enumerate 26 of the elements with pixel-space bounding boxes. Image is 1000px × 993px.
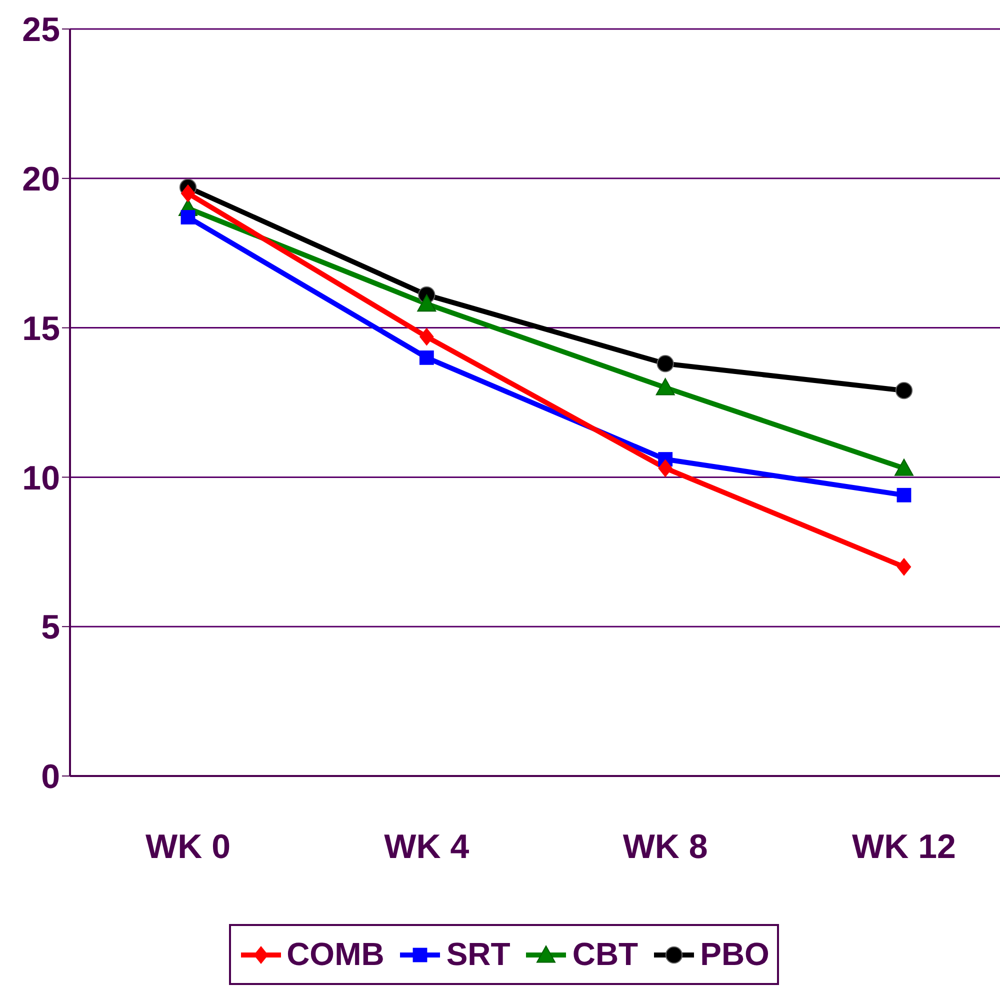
x-tick-label: WK 12 (852, 828, 956, 866)
point (419, 350, 434, 365)
point (896, 488, 912, 502)
point (180, 210, 196, 224)
x-tick-label: WK 8 (622, 828, 708, 866)
y-tick-label: 15 (22, 310, 60, 348)
x-tick-label: WK 0 (146, 828, 230, 866)
y-tick-label: 25 (22, 11, 60, 50)
point (417, 294, 436, 312)
y-tick-label: 20 (22, 160, 60, 198)
y-tick-label: 0 (41, 758, 60, 796)
legend-label: PBO (700, 936, 770, 973)
point (658, 459, 673, 478)
point (895, 382, 913, 400)
x-tick-label: WK 4 (384, 828, 470, 866)
y-tick-label: 10 (22, 459, 60, 498)
legend-label: CBT (572, 936, 638, 973)
y-tick-label: 5 (41, 608, 60, 647)
legend-label: COMB (286, 936, 384, 973)
point (894, 458, 914, 476)
point (896, 558, 912, 576)
point (180, 184, 196, 202)
point (656, 378, 675, 396)
point (656, 355, 674, 372)
point (419, 328, 434, 346)
legend-label: SRT (446, 936, 510, 973)
